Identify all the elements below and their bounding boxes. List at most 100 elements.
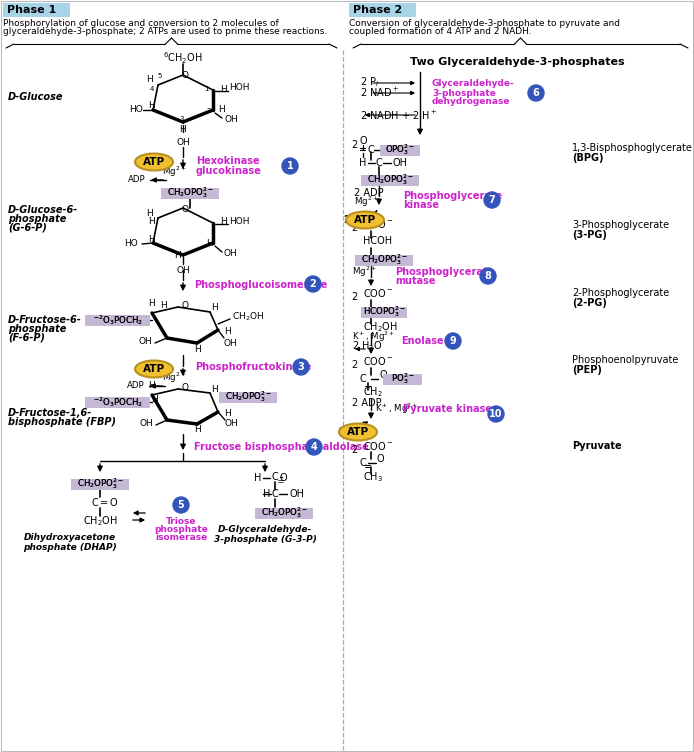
Text: CH$_2$OPO$_3^{2-}$: CH$_2$OPO$_3^{2-}$ [225,390,271,405]
Text: ATP: ATP [354,215,376,225]
Text: CH$_2$: CH$_2$ [363,385,383,399]
Text: 2: 2 [351,360,357,370]
Text: D-Glucose-6-: D-Glucose-6- [8,205,78,215]
FancyBboxPatch shape [85,396,151,408]
Text: O: O [380,370,388,380]
Text: 5: 5 [178,500,185,510]
Text: C: C [359,458,366,468]
Text: H: H [149,299,155,308]
Text: $^{-2}$O$_3$POCH$_2$: $^{-2}$O$_3$POCH$_2$ [93,395,143,409]
Text: Glyceraldehyde-: Glyceraldehyde- [432,80,515,89]
Text: OPO$_3^{2-}$: OPO$_3^{2-}$ [385,143,415,157]
Text: glyceraldehyde-3-phosphate; 2 ATPs are used to prime these reactions.: glyceraldehyde-3-phosphate; 2 ATPs are u… [3,27,328,36]
Text: O: O [359,136,367,146]
Text: 2-Phosphoglycerate: 2-Phosphoglycerate [572,288,669,298]
Text: C: C [359,374,366,384]
FancyBboxPatch shape [219,392,278,402]
Text: $^{-2}$O$_3$POCH$_2$: $^{-2}$O$_3$POCH$_2$ [93,313,143,327]
Text: H: H [359,158,366,168]
Text: C: C [92,498,99,508]
Text: 5: 5 [158,73,162,79]
Circle shape [528,85,544,101]
Text: Phosphorylation of glucose and conversion to 2 molecules of: Phosphorylation of glucose and conversio… [3,19,279,28]
Text: CH$_2$OPO$_3^{2-}$: CH$_2$OPO$_3^{2-}$ [167,186,214,201]
Text: 9: 9 [450,336,457,346]
Text: H: H [160,302,167,311]
Circle shape [173,497,189,513]
Text: COO$^-$: COO$^-$ [363,287,393,299]
Text: Enolase: Enolase [401,336,443,346]
Text: Dihydroxyacetone: Dihydroxyacetone [24,533,116,542]
Text: ATP: ATP [347,427,369,437]
Text: CH$_2$OPO$_3^{2-}$: CH$_2$OPO$_3^{2-}$ [366,172,414,187]
Text: 2: 2 [207,108,211,114]
Text: COO$^-$: COO$^-$ [363,218,393,230]
Text: OH: OH [225,420,239,429]
Text: 3: 3 [298,362,305,372]
Text: (2-PG): (2-PG) [572,298,607,308]
Text: H: H [263,489,271,499]
Text: $^6$CH$_2$OH: $^6$CH$_2$OH [163,50,203,65]
Text: HO: HO [129,105,143,114]
Text: Two Glyceraldehyde-3-phosphates: Two Glyceraldehyde-3-phosphates [409,57,625,67]
FancyBboxPatch shape [380,144,420,156]
Text: Phosphofructokinase: Phosphofructokinase [195,362,312,372]
Text: OH: OH [139,420,153,429]
Text: C: C [368,145,374,155]
Text: 2: 2 [351,140,357,150]
Text: Pyruvate: Pyruvate [572,441,622,451]
Circle shape [306,439,322,455]
Text: Hexokinase: Hexokinase [196,156,260,166]
Text: glucokinase: glucokinase [196,166,262,176]
Text: 2: 2 [344,215,350,225]
Text: OH: OH [224,250,238,259]
Text: H: H [207,239,213,248]
Text: H: H [220,217,227,226]
Text: CH$_2$OPO$_3^{2-}$: CH$_2$OPO$_3^{2-}$ [260,505,307,520]
Text: $^{-2}$O$_3$POCH$_2$: $^{-2}$O$_3$POCH$_2$ [93,313,143,327]
Text: CH$_2$OPO$_3^{2-}$: CH$_2$OPO$_3^{2-}$ [76,477,124,492]
Text: OH: OH [393,158,408,168]
Text: 7: 7 [489,195,496,205]
Text: CH$_2$OH: CH$_2$OH [363,320,398,334]
Text: (BPG): (BPG) [572,153,604,163]
Text: H: H [224,328,230,336]
Text: K$^+$, Mg$^{2+}$: K$^+$, Mg$^{2+}$ [352,330,396,344]
Text: $^{-2}$O$_3$POCH$_2$: $^{-2}$O$_3$POCH$_2$ [93,395,143,409]
Text: H: H [149,381,155,390]
Text: O: O [182,384,189,393]
Text: 2 P$_i$: 2 P$_i$ [360,75,379,89]
Text: 2 ADP: 2 ADP [352,398,382,408]
Text: 2 H$_2$O: 2 H$_2$O [352,339,382,353]
Text: H: H [219,105,226,114]
Text: H: H [149,217,155,226]
Text: CH$_2$OPO$_3^{2-}$: CH$_2$OPO$_3^{2-}$ [167,186,214,201]
Text: H: H [194,345,201,354]
Text: HCOPO$_3^{2-}$: HCOPO$_3^{2-}$ [363,305,405,320]
Text: OH: OH [224,338,238,347]
Text: Phosphoglycerate: Phosphoglycerate [403,191,502,201]
Text: H: H [224,410,230,419]
Text: (3-PG): (3-PG) [572,230,607,240]
Text: H: H [151,396,158,405]
Text: OH: OH [290,489,305,499]
Ellipse shape [339,423,377,441]
FancyBboxPatch shape [85,314,151,326]
Text: ADP: ADP [128,381,145,390]
Text: H: H [194,426,201,435]
Text: (PEP): (PEP) [572,365,602,375]
FancyBboxPatch shape [71,478,129,490]
Text: 2: 2 [351,445,357,455]
Text: 8: 8 [484,271,491,281]
Text: COO$^-$: COO$^-$ [363,355,393,367]
Text: Mg$^{2+}$: Mg$^{2+}$ [162,165,187,179]
Text: OPO$_3^{2-}$: OPO$_3^{2-}$ [385,143,415,157]
Text: O: O [182,71,189,80]
Text: HOH: HOH [229,217,250,226]
Text: CH$_2$OPO$_3^{2-}$: CH$_2$OPO$_3^{2-}$ [76,477,124,492]
Text: CH$_2$OPO$_3^{2-}$: CH$_2$OPO$_3^{2-}$ [360,253,407,268]
Text: HO: HO [124,238,138,247]
Text: bisphosphate (FBP): bisphosphate (FBP) [8,417,116,427]
Text: OH: OH [225,116,239,125]
Text: 2: 2 [351,223,357,233]
